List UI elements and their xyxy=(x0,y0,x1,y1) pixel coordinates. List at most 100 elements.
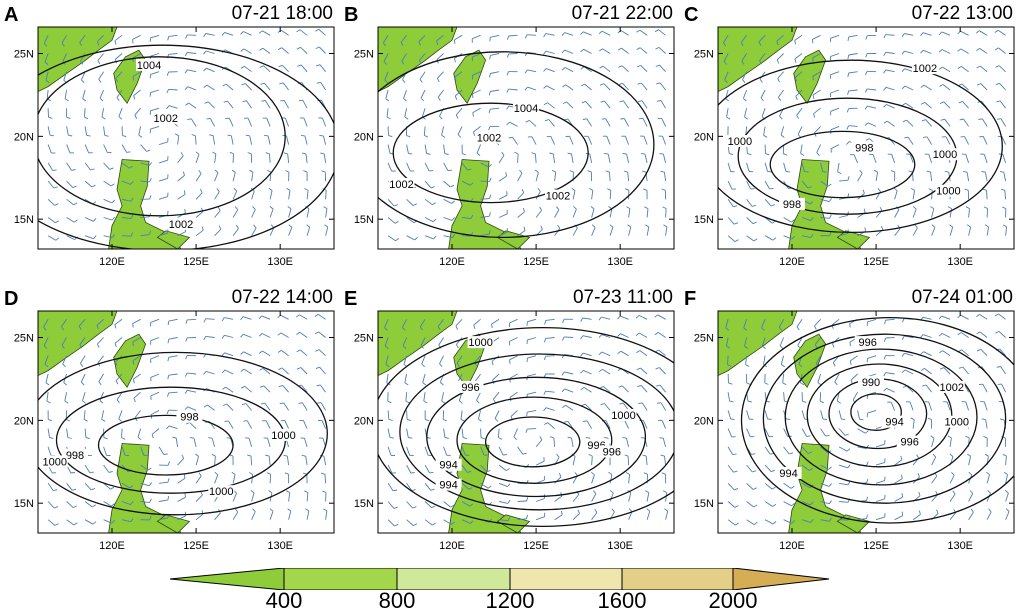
wind-barb-flag xyxy=(901,493,903,498)
wind-barb-flag xyxy=(268,490,273,494)
wind-barb-flag xyxy=(920,351,924,355)
wind-barb xyxy=(114,34,123,42)
wind-barb xyxy=(225,83,234,91)
wind-barb xyxy=(243,48,252,54)
wind-barb-flag xyxy=(203,371,207,375)
x-tick-label: 130E xyxy=(947,540,973,552)
wind-barb xyxy=(103,162,111,170)
wind-barb-flag xyxy=(507,35,510,40)
wind-barb-flag xyxy=(394,221,399,224)
wind-barb-flag xyxy=(772,521,777,525)
wind-barb xyxy=(907,136,914,145)
wind-barb xyxy=(140,180,150,183)
wind-barb-flag xyxy=(560,510,563,515)
wind-barb xyxy=(319,384,326,393)
wind-barb xyxy=(461,482,470,490)
wind-barb-flag xyxy=(267,169,272,173)
wind-barb xyxy=(848,71,858,74)
wind-barb-flag xyxy=(636,64,641,68)
wind-barb xyxy=(623,100,629,109)
wind-barb xyxy=(268,456,271,466)
wind-barb xyxy=(187,318,197,321)
wind-barb-flag xyxy=(599,83,604,86)
wind-barb-flag xyxy=(250,490,255,494)
wind-barb-flag xyxy=(133,95,136,100)
wind-barb-flag xyxy=(166,71,170,76)
wind-barb xyxy=(535,210,542,218)
panel-timestamp: 07-21 22:00 xyxy=(571,3,673,24)
wind-barb-flag xyxy=(296,349,301,353)
wind-barb xyxy=(641,100,648,109)
x-tick-label: 130E xyxy=(607,540,633,552)
wind-barb-flag xyxy=(148,162,153,166)
wind-barb-flag xyxy=(920,368,925,371)
wind-barb-flag xyxy=(44,61,49,65)
wind-barb xyxy=(423,126,426,136)
wind-barb xyxy=(912,419,915,429)
wind-barb xyxy=(47,235,57,241)
wind-barb-flag xyxy=(654,314,659,318)
wind-barb-flag xyxy=(524,86,528,91)
wind-barb-flag xyxy=(828,483,833,487)
wind-barb xyxy=(583,66,592,73)
wind-barb-flag xyxy=(747,153,752,156)
wind-barb xyxy=(946,401,951,411)
wind-barb xyxy=(764,410,769,420)
wind-barb xyxy=(406,483,413,491)
wind-barb xyxy=(404,108,408,118)
wind-barb xyxy=(384,337,389,347)
wind-barb-flag xyxy=(580,317,584,322)
y-tick-label: 25N xyxy=(694,333,714,345)
wind-barb xyxy=(795,89,803,97)
wind-barb-flag xyxy=(569,170,574,173)
wind-barb xyxy=(867,355,877,359)
wind-barb-flag xyxy=(121,437,126,440)
wind-barb-flag xyxy=(806,435,811,437)
wind-barb xyxy=(103,446,107,456)
wind-barb-flag xyxy=(491,324,493,329)
wind-barb xyxy=(245,403,252,411)
wind-barb xyxy=(64,392,68,402)
wind-barb xyxy=(875,172,879,182)
wind-barb xyxy=(103,126,106,136)
wind-barb xyxy=(591,190,594,200)
x-tick-label: 130E xyxy=(607,256,633,268)
wind-barb xyxy=(66,162,72,171)
wind-barb xyxy=(424,198,433,206)
wind-barb-flag xyxy=(983,206,988,209)
wind-barb xyxy=(760,89,766,99)
wind-barb xyxy=(457,126,463,135)
wind-barb xyxy=(177,231,186,237)
wind-barb xyxy=(406,217,415,224)
wind-barb xyxy=(175,437,179,447)
wind-barb xyxy=(801,217,811,222)
wind-barb xyxy=(498,213,508,218)
wind-barb-flag xyxy=(411,489,416,492)
wind-barb xyxy=(547,422,555,429)
wind-barb-flag xyxy=(82,400,86,404)
wind-barb xyxy=(251,227,257,236)
wind-barb-flag xyxy=(422,382,427,386)
wind-barb-flag xyxy=(583,420,588,422)
wind-barb-flag xyxy=(277,350,282,353)
wind-barb-flag xyxy=(638,100,643,102)
wind-barb xyxy=(421,355,426,365)
wind-barb-flag xyxy=(526,412,528,417)
panel-timestamp: 07-22 14:00 xyxy=(231,287,333,308)
wind-barb xyxy=(776,34,784,42)
wind-barb xyxy=(985,419,988,429)
wind-barb-flag xyxy=(80,60,84,65)
wind-barb-flag xyxy=(298,402,303,404)
wind-barb xyxy=(280,314,289,320)
wind-barb xyxy=(601,351,611,357)
wind-barb xyxy=(214,474,219,484)
wind-barb-flag xyxy=(776,41,779,46)
wind-barb-flag xyxy=(864,88,868,93)
wind-barb xyxy=(1005,492,1009,502)
wind-barb-flag xyxy=(454,76,457,82)
wind-barb xyxy=(627,172,630,182)
wind-barb xyxy=(527,337,537,341)
wind-barb-flag xyxy=(440,382,444,386)
x-tick-label: 120E xyxy=(439,256,465,268)
wind-barb xyxy=(443,501,451,508)
